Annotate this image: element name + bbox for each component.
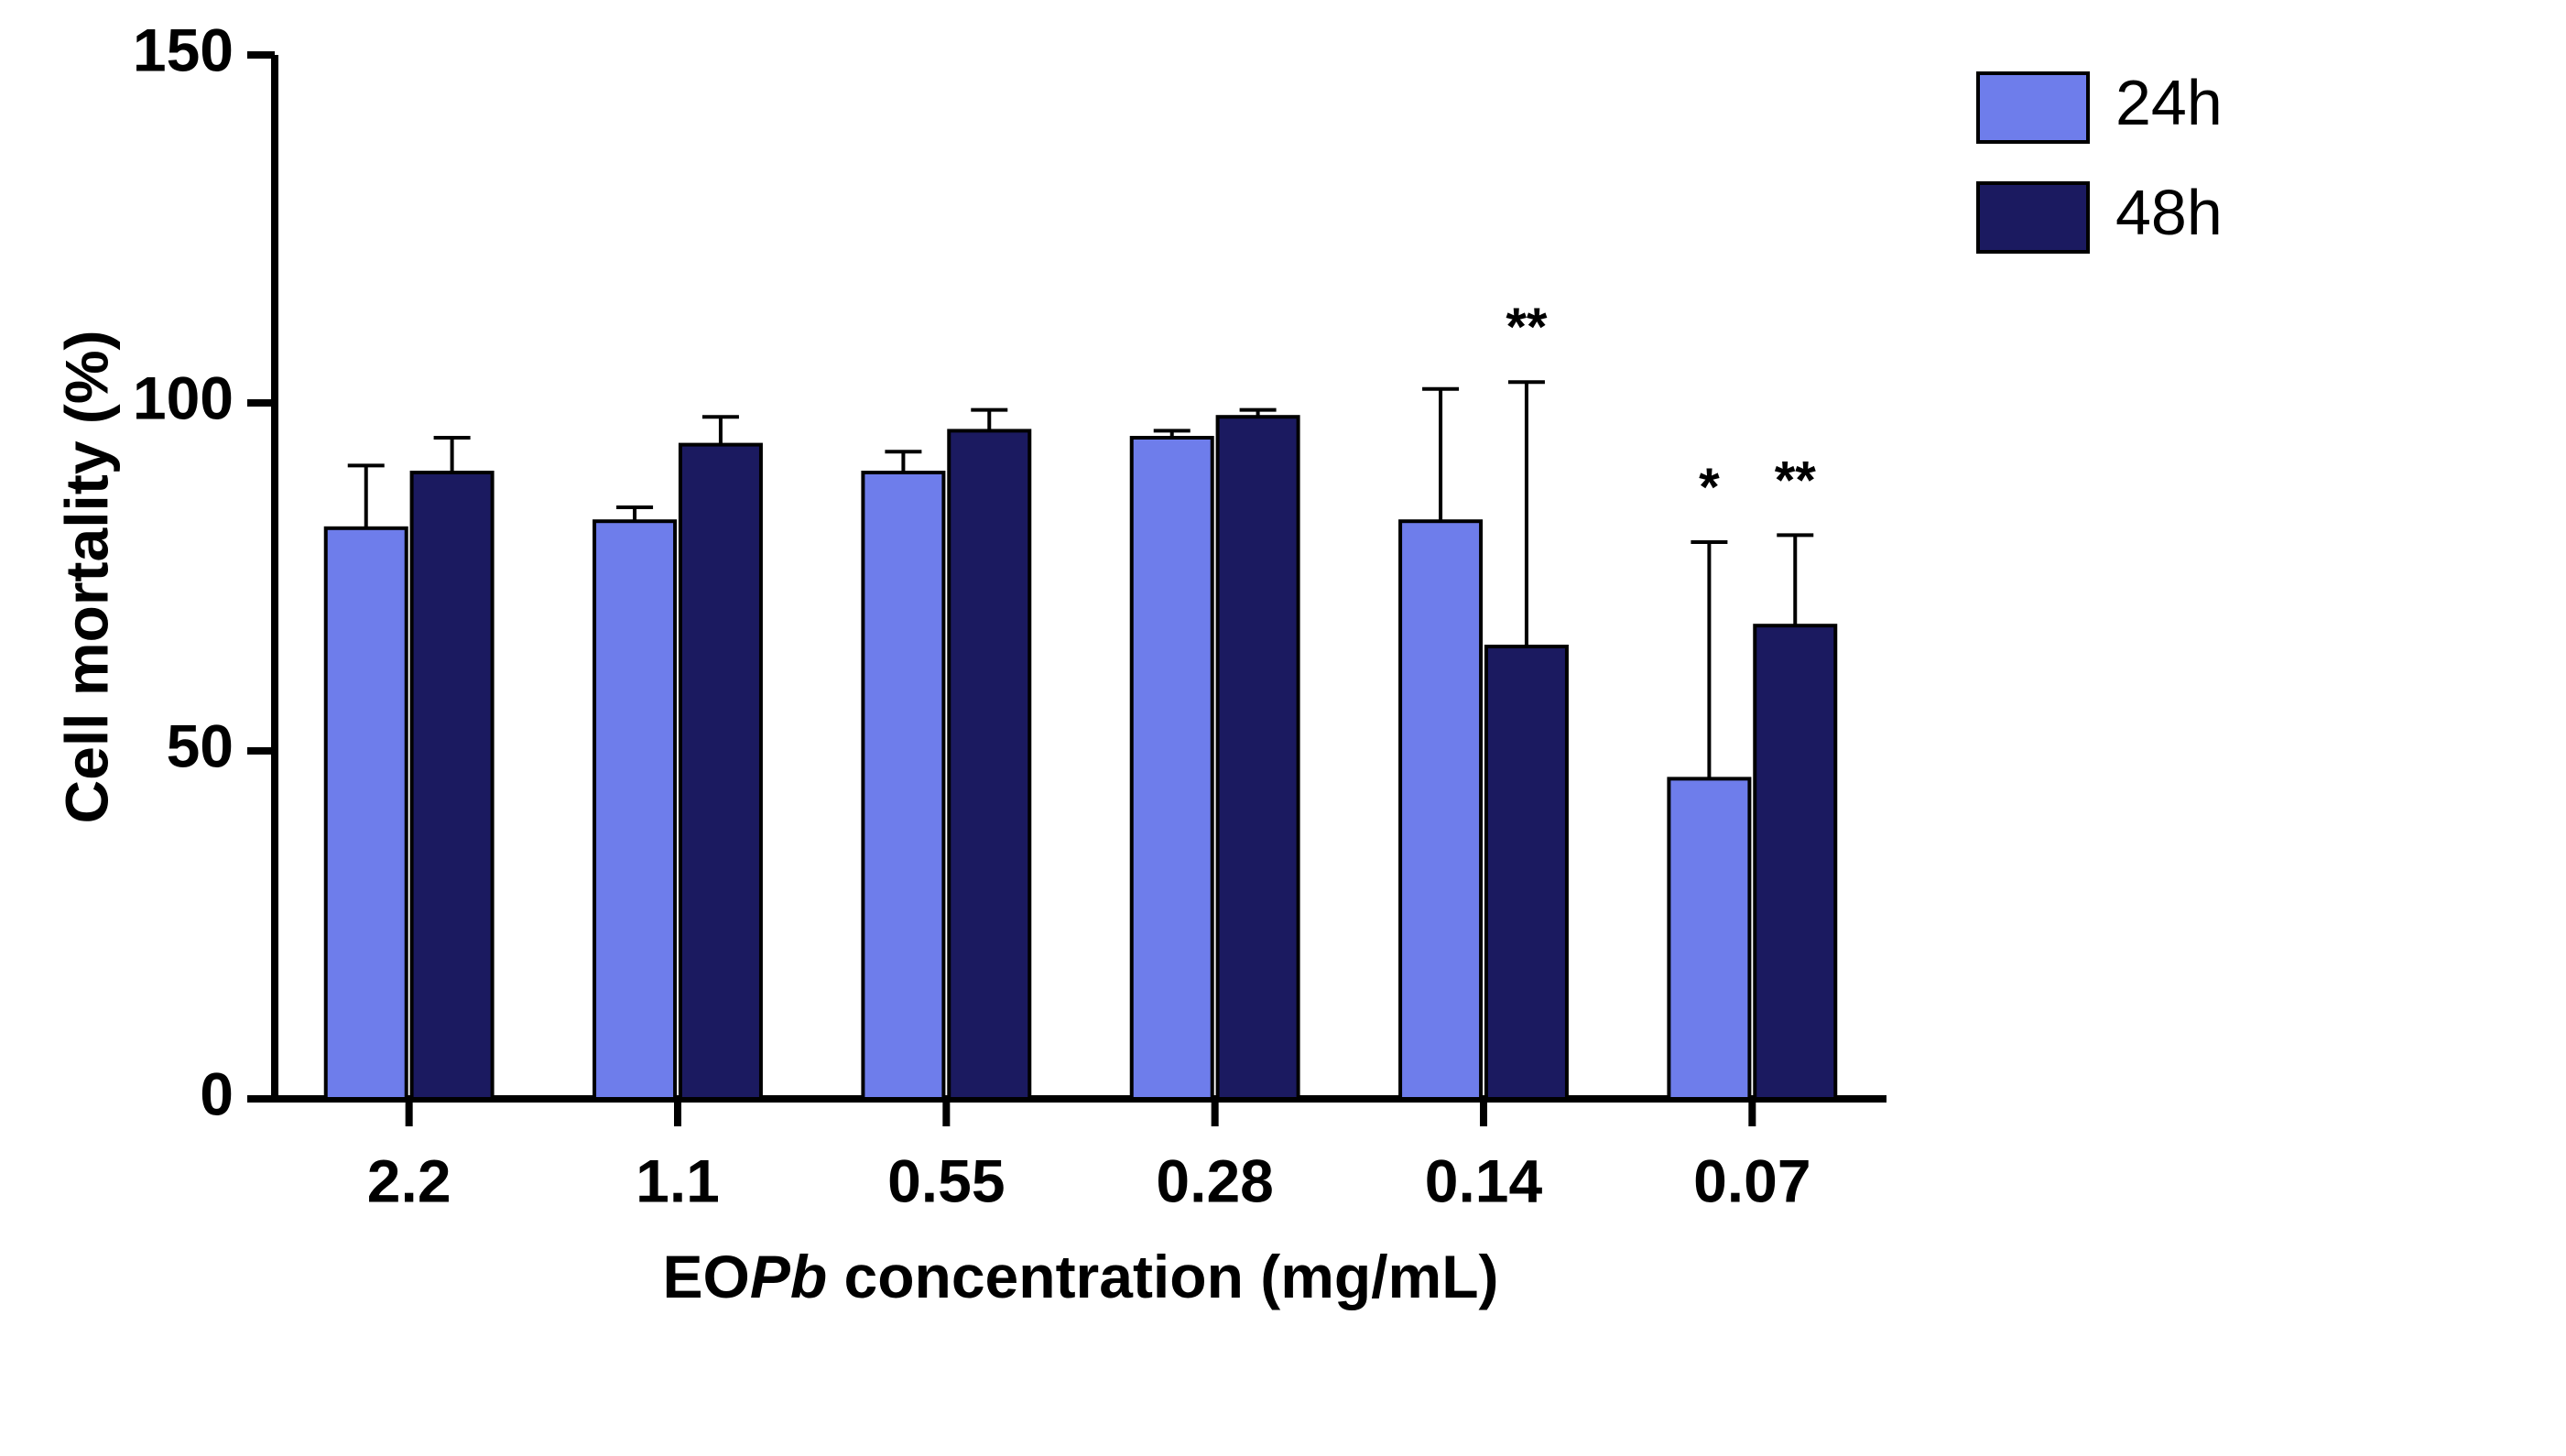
svg-text:*: *: [1699, 458, 1720, 517]
svg-text:1.1: 1.1: [636, 1146, 720, 1214]
svg-text:2.2: 2.2: [367, 1146, 451, 1214]
svg-text:50: 50: [167, 712, 234, 779]
svg-text:0.14: 0.14: [1425, 1146, 1543, 1214]
svg-text:**: **: [1775, 451, 1817, 510]
svg-text:**: **: [1506, 298, 1548, 357]
chart-page: 0 50 100 150 Cell mortality (%) 2.2 1.1 0.55 0.2…: [0, 0, 2566, 1456]
svg-text:48h: 48h: [2115, 177, 2223, 248]
svg-text:24h: 24h: [2115, 67, 2223, 138]
svg-text:0: 0: [200, 1059, 234, 1127]
svg-text:0.55: 0.55: [887, 1146, 1005, 1214]
svg-text:150: 150: [133, 16, 234, 83]
y-axis-label: Cell mortality (%): [52, 330, 120, 823]
svg-text:0.28: 0.28: [1156, 1146, 1273, 1214]
svg-text:0.07: 0.07: [1693, 1146, 1810, 1214]
svg-text:100: 100: [133, 364, 234, 431]
bar-chart: 0 50 100 150 Cell mortality (%) 2.2 1.1 0.55 0.2…: [0, 0, 2566, 1456]
x-axis-label: EOPb concentration (mg/mL): [662, 1243, 1498, 1310]
